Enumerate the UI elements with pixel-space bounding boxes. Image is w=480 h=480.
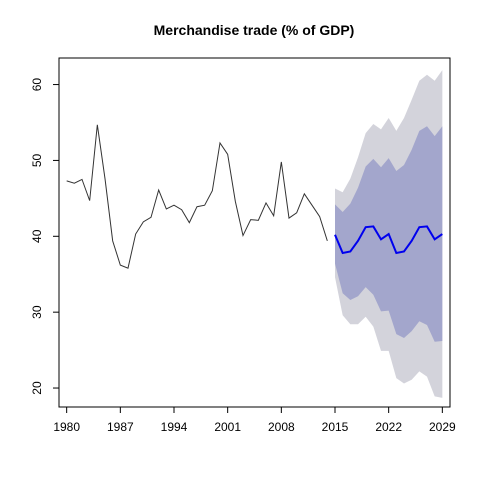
x-tick-label: 1994 xyxy=(161,420,188,434)
x-tick-label: 2022 xyxy=(375,420,402,434)
x-tick-label: 2029 xyxy=(429,420,456,434)
x-tick-label: 1980 xyxy=(53,420,80,434)
y-tick-label: 30 xyxy=(30,305,44,319)
chart-title: Merchandise trade (% of GDP) xyxy=(154,22,355,38)
x-tick-label: 1987 xyxy=(107,420,134,434)
y-tick-label: 50 xyxy=(30,153,44,167)
x-axis: 1980 1987 1994 2001 2008 2015 2022 2029 xyxy=(53,407,456,434)
history-series-layer xyxy=(67,125,328,268)
y-tick-label: 60 xyxy=(30,78,44,92)
x-tick-label: 2008 xyxy=(268,420,295,434)
y-tick-label: 20 xyxy=(30,381,44,395)
x-tick-label: 2001 xyxy=(214,420,241,434)
x-tick-label: 2015 xyxy=(322,420,349,434)
history-series-line xyxy=(67,125,328,268)
y-axis: 20 30 40 50 60 xyxy=(30,78,59,395)
y-tick-label: 40 xyxy=(30,229,44,243)
